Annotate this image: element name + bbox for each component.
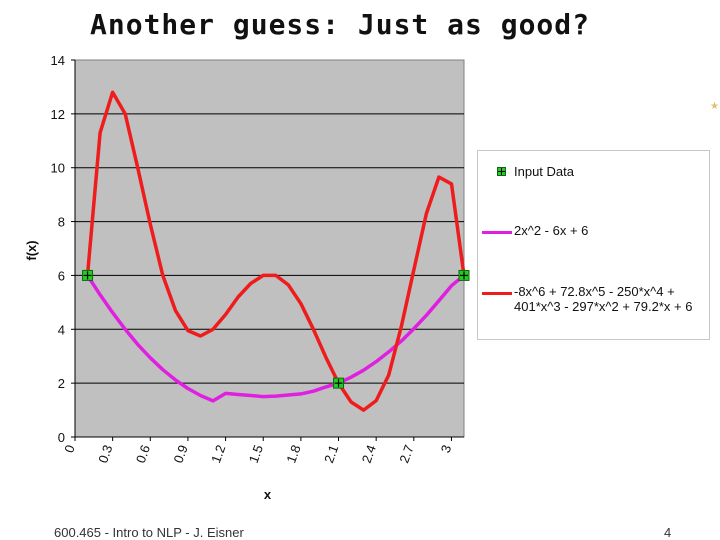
x-tick-label: 2.4	[359, 443, 379, 465]
y-axis-label: f(x)	[24, 240, 39, 260]
y-tick-label: 0	[58, 430, 65, 445]
decorative-star-icon: ★	[710, 101, 719, 112]
y-tick-label: 6	[58, 268, 65, 283]
y-tick-label: 2	[58, 376, 65, 391]
x-tick-label: 2.1	[321, 443, 341, 465]
y-tick-label: 10	[51, 161, 65, 176]
slide-title: Another guess: Just as good?	[90, 8, 591, 41]
plot-area	[74, 59, 465, 438]
legend-label-poly6: -8x^6 + 72.8x^5 - 250*x^4 + 401*x^3 - 29…	[514, 284, 693, 314]
x-tick-label: 0.6	[133, 443, 153, 465]
y-tick-label: 4	[58, 322, 65, 337]
legend-line-quadratic	[482, 231, 512, 234]
x-tick-label: 0	[61, 443, 78, 455]
x-tick-label: 1.5	[246, 443, 266, 465]
footer-credit: 600.465 - Intro to NLP - J. Eisner	[54, 525, 244, 540]
series-line-quadratic	[85, 273, 466, 403]
x-tick-label: 1.2	[208, 443, 228, 465]
y-tick-label: 8	[58, 215, 65, 230]
y-tick-label: 14	[51, 53, 65, 68]
page-number: 4	[664, 525, 672, 540]
input-data-marker-icon	[497, 167, 506, 176]
y-tick-label: 12	[51, 107, 65, 122]
x-tick-label: 1.8	[283, 443, 303, 465]
legend-label-input-data: Input Data	[514, 164, 574, 179]
x-tick-label: 2.7	[396, 443, 416, 465]
x-tick-label: 0.3	[95, 443, 115, 465]
series-line-poly6	[85, 90, 466, 412]
legend-label-quadratic: 2x^2 - 6x + 6	[514, 223, 589, 238]
chart-legend: Input Data 2x^2 - 6x + 6 -8x^6 + 72.8x^5…	[477, 150, 710, 340]
legend-line-poly6	[482, 292, 512, 295]
x-axis-label: x	[264, 487, 272, 502]
x-tick-label: 3	[438, 443, 455, 455]
x-tick-label: 0.9	[170, 443, 190, 465]
